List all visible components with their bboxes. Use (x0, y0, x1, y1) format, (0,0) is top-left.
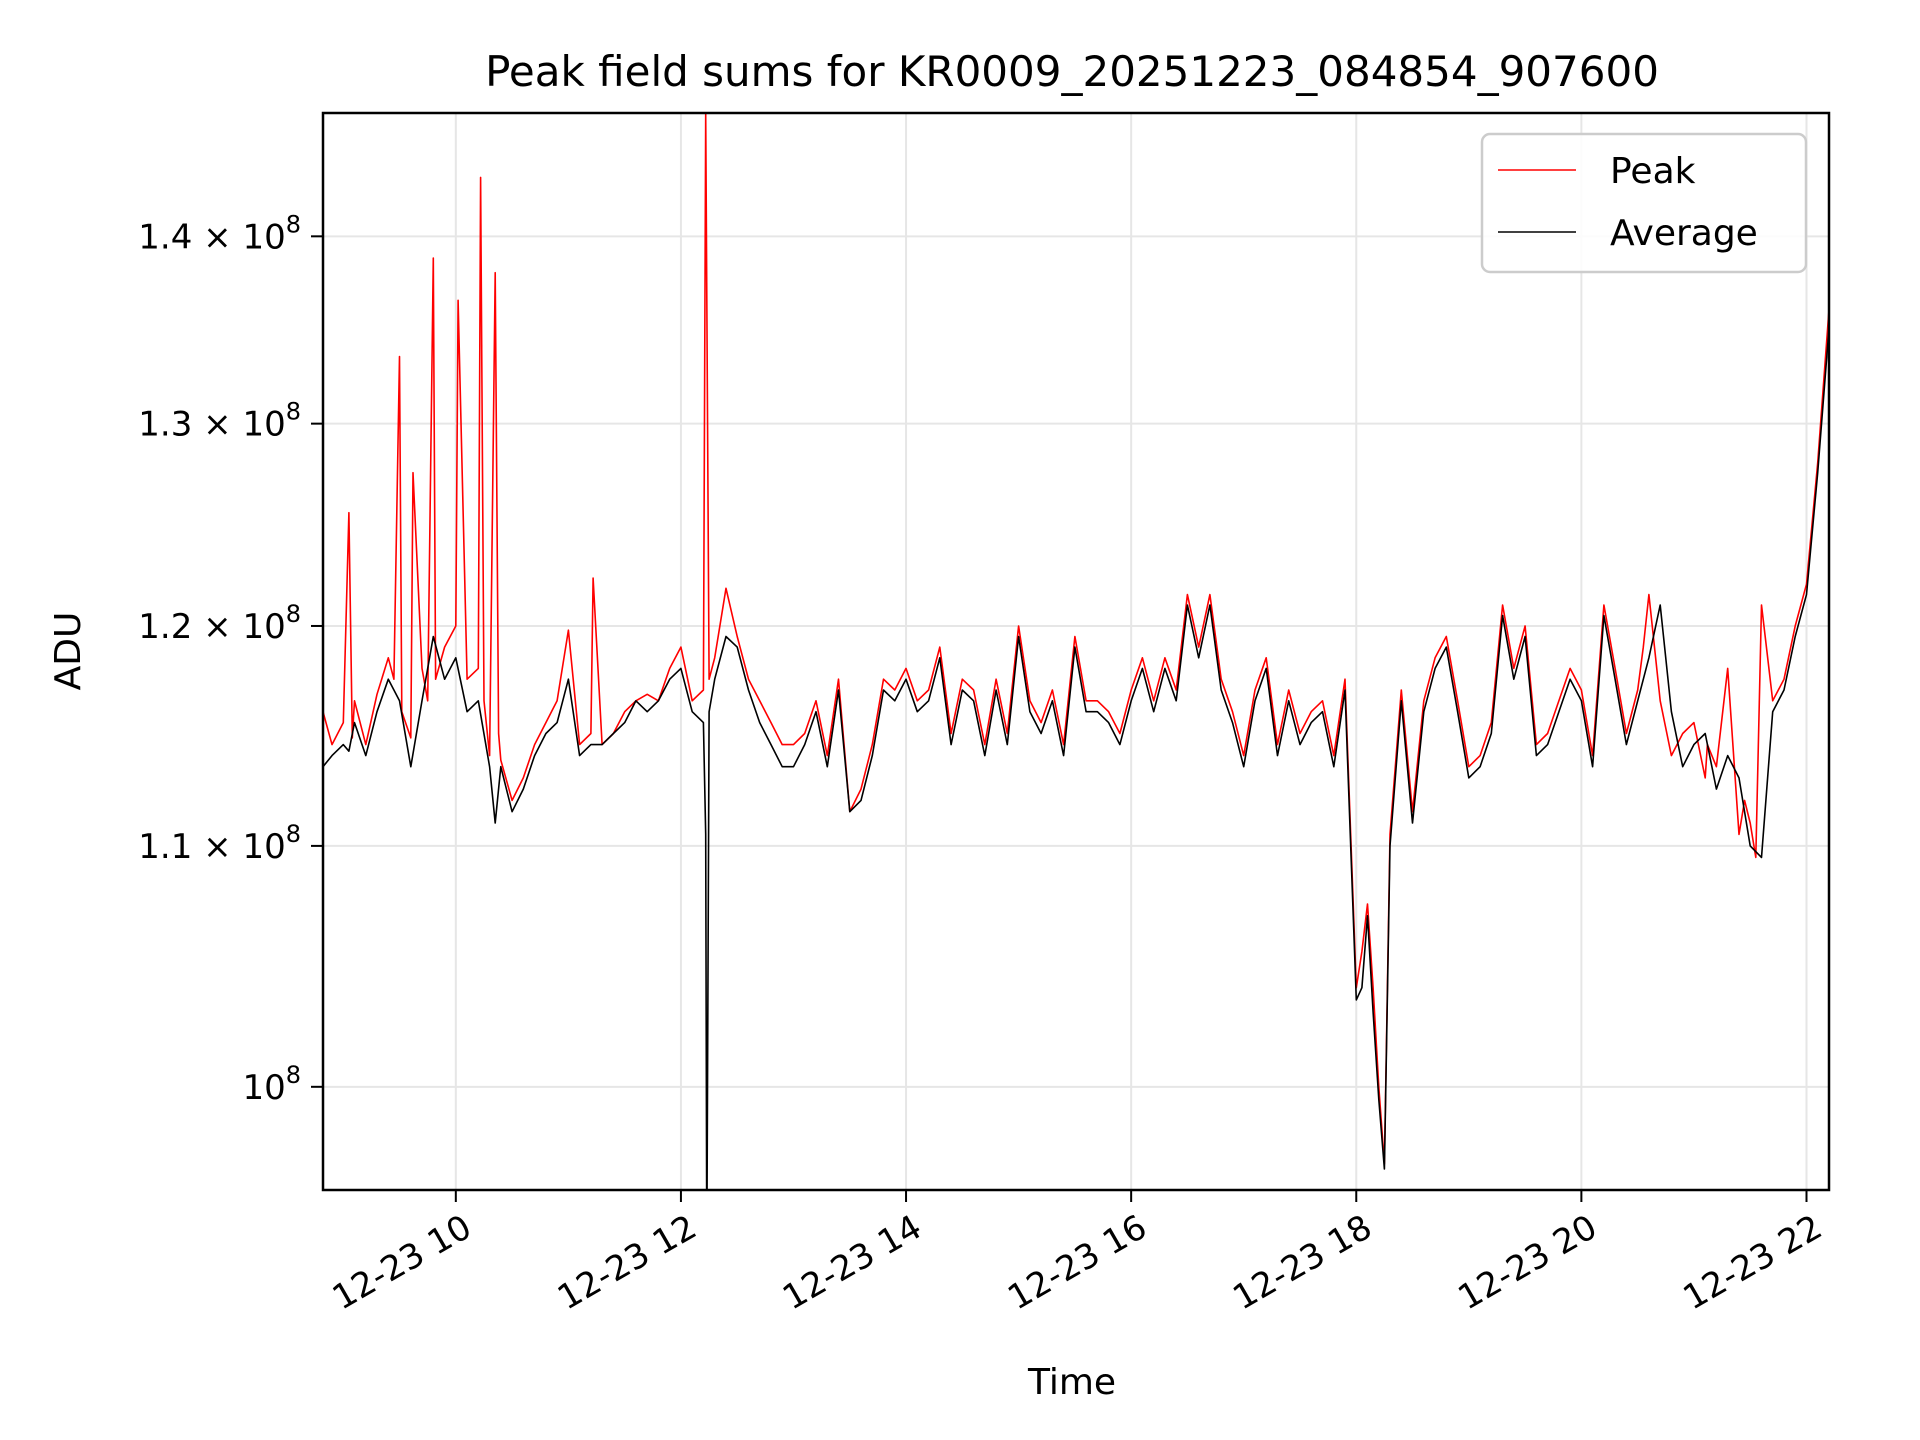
legend-label-peak: Peak (1610, 151, 1696, 192)
y-tick-label: 1.1 × 108 (138, 820, 301, 867)
legend-label-average: Average (1610, 213, 1758, 254)
series-line-average (323, 328, 1829, 1190)
series-lines (323, 113, 1829, 1190)
plot-area-frame (321, 111, 1831, 1192)
y-tick-label: 1.3 × 108 (138, 398, 301, 445)
legend: Peak Average (1480, 132, 1808, 274)
y-tick-label: 1.4 × 108 (138, 210, 301, 257)
x-axis-label: Time (1027, 1362, 1116, 1403)
y-tick-label: 108 (242, 1061, 301, 1108)
y-axis-ticks: 108 1.1 × 108 1.2 × 108 1.3 × 108 1.4 × 108 (138, 210, 323, 1108)
y-axis-label: ADU (48, 612, 89, 691)
grid-lines (323, 113, 1829, 1190)
legend-box (1480, 132, 1808, 274)
chart-title: Peak field sums for KR0009_20251223_0848… (485, 47, 1659, 96)
series-line-peak (323, 113, 1829, 1165)
y-tick-label: 1.2 × 108 (138, 600, 301, 647)
